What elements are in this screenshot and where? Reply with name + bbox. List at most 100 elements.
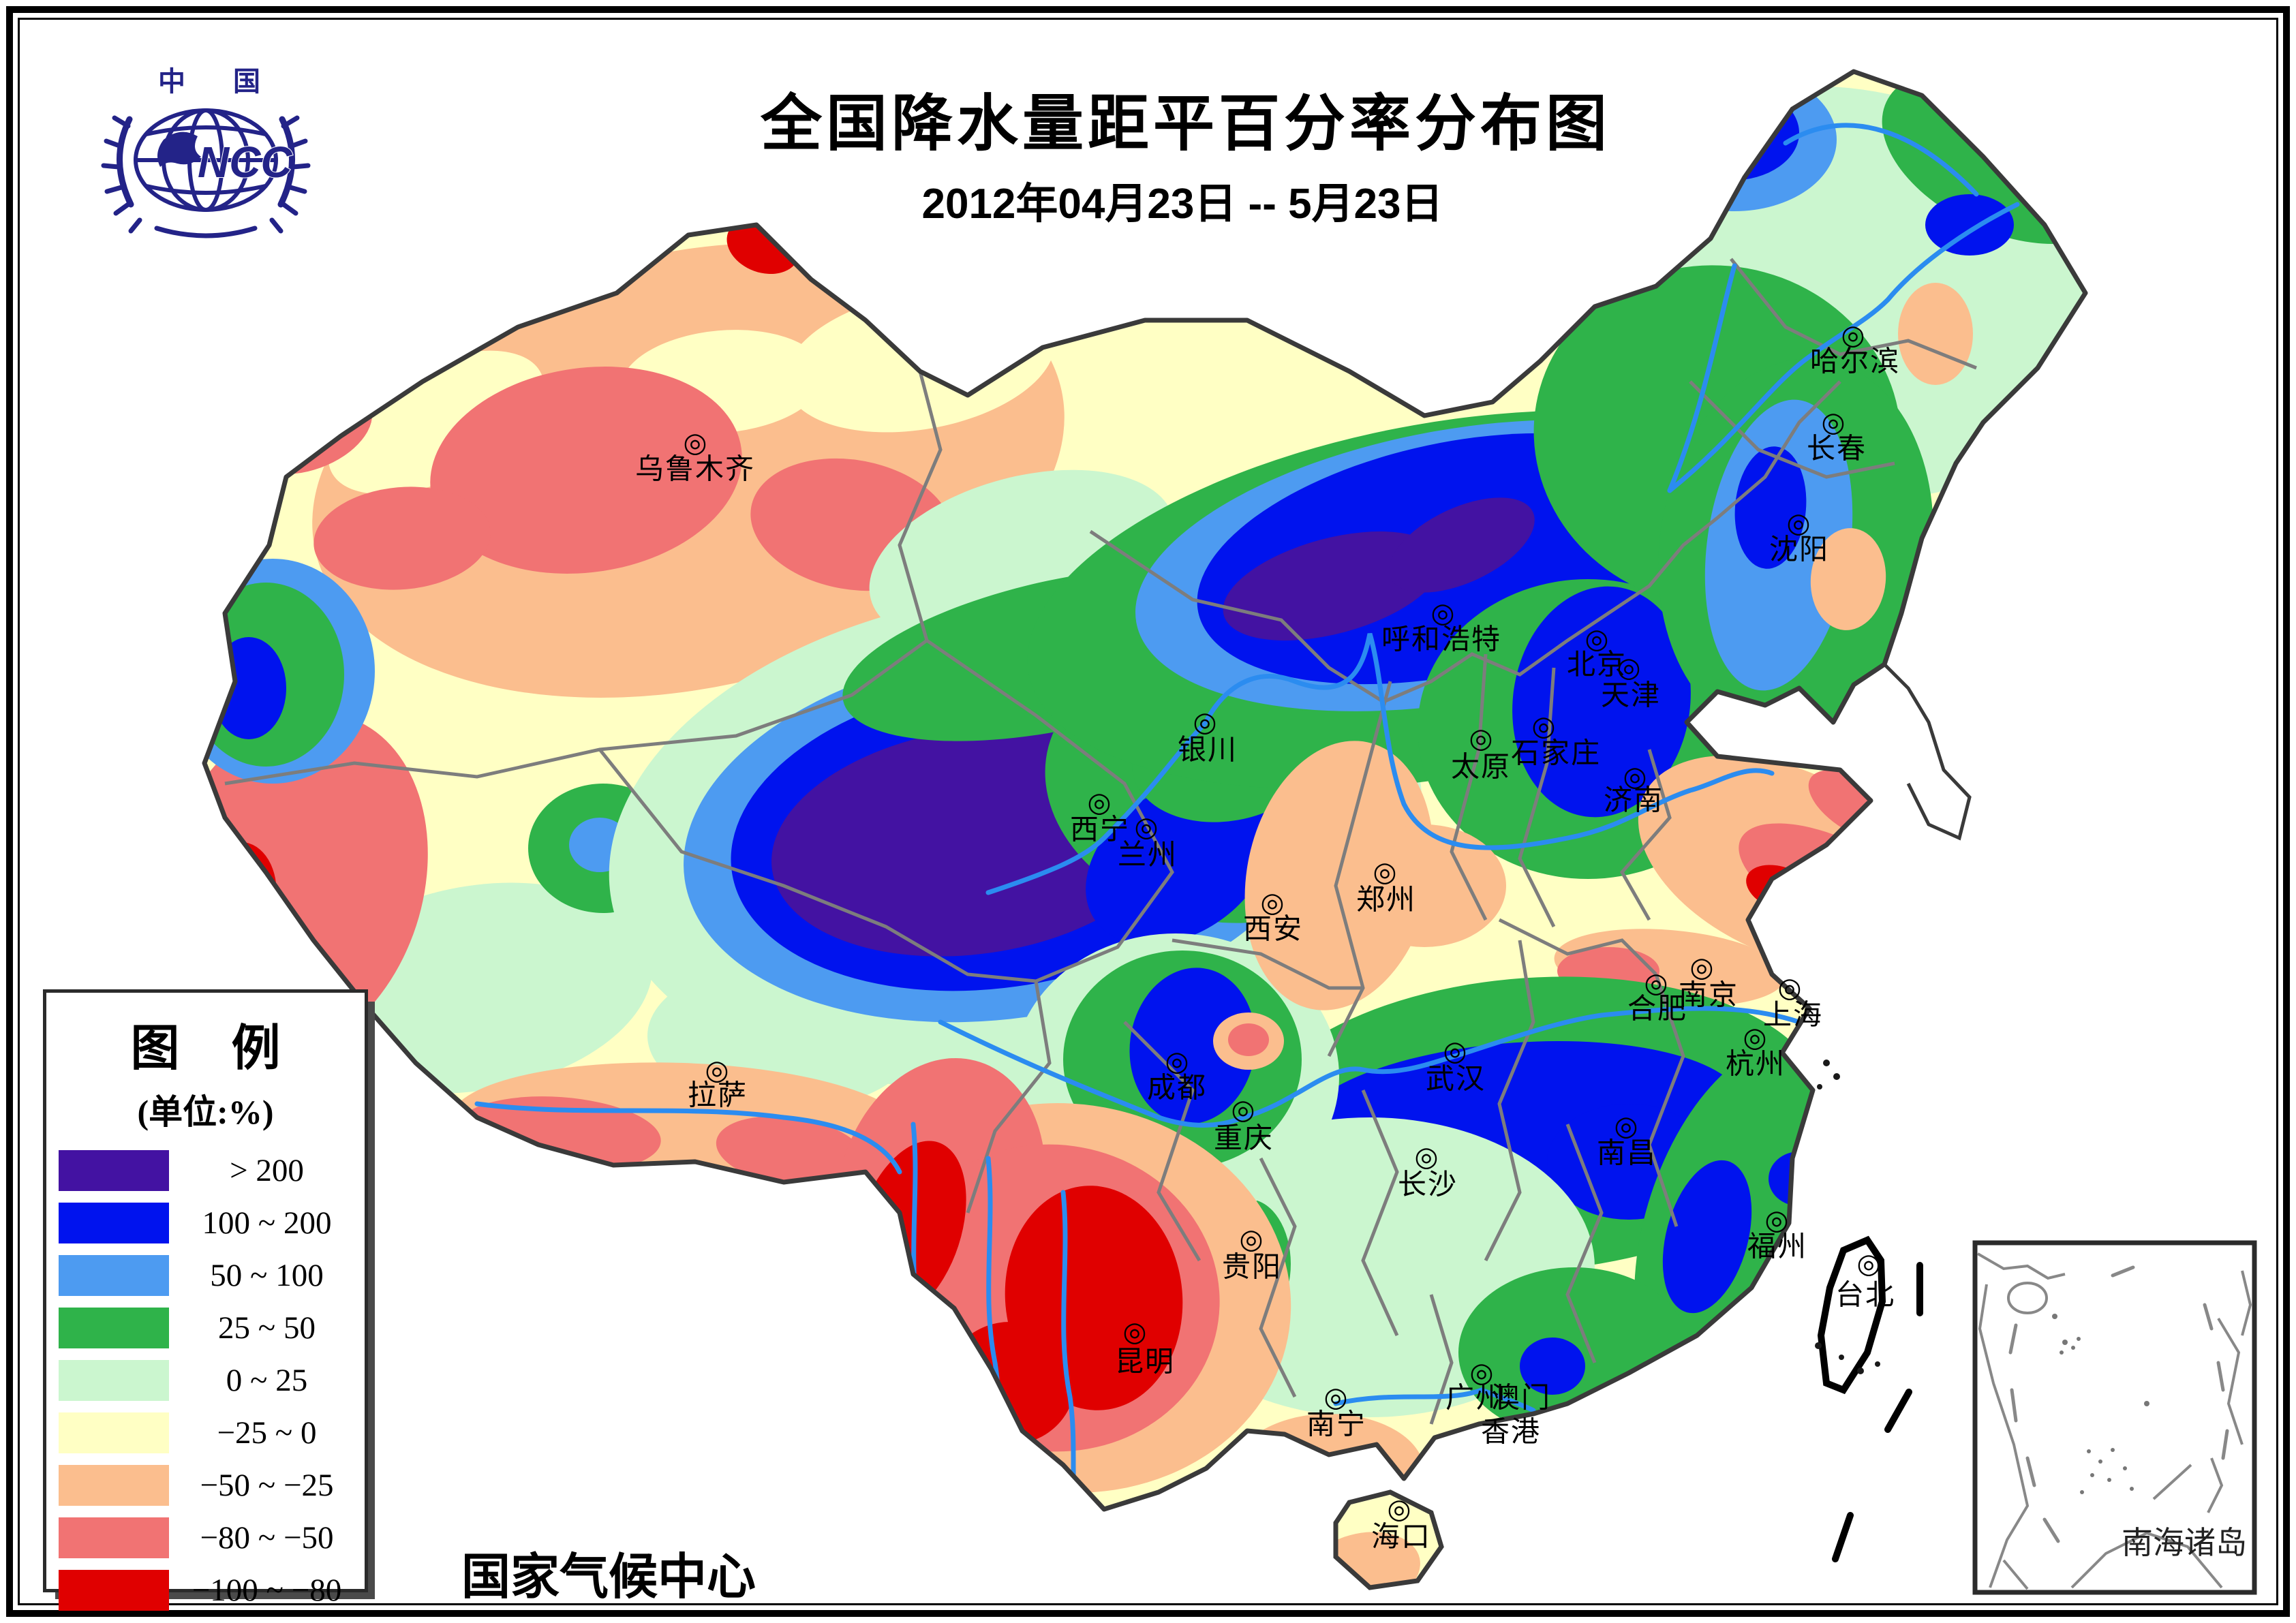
- inset-label: 南海诸岛: [2122, 1526, 2247, 1560]
- city-label: 呼和浩特: [1381, 624, 1502, 656]
- city-marker: ◎: [1786, 508, 1811, 538]
- city-marker: ◎: [1193, 707, 1217, 737]
- city-marker: ◎: [1531, 711, 1556, 741]
- city-label: 海口: [1371, 1521, 1432, 1554]
- city-marker: ◎: [1614, 1111, 1638, 1141]
- legend-swatch: [59, 1308, 169, 1348]
- city-marker: ◎: [1323, 1382, 1348, 1412]
- city-marker: ◎: [1387, 1494, 1411, 1524]
- city-label: 兰州: [1117, 839, 1178, 871]
- legend-range-label: 25 ~ 50: [218, 1310, 316, 1346]
- city-marker: ◎: [1743, 1023, 1767, 1053]
- city-label: 重庆: [1213, 1123, 1274, 1155]
- city-label: 台北: [1835, 1280, 1896, 1312]
- legend-range-label: 0 ~ 25: [226, 1363, 308, 1398]
- province-borders: [224, 258, 1977, 1425]
- date-range: 2012年04月23日 -- 5月23日: [921, 181, 1443, 228]
- city-marker: ◎: [1469, 724, 1493, 754]
- logo-text-left: 中: [158, 67, 185, 97]
- city-label: 上海: [1762, 1000, 1824, 1032]
- city-marker: ◎: [1821, 407, 1846, 437]
- city-marker: ◎: [1430, 598, 1455, 628]
- city-marker: ◎: [1239, 1224, 1264, 1254]
- city-marker: ◎: [1134, 812, 1159, 842]
- legend-item: 50 ~ 100: [46, 1255, 365, 1296]
- city-marker: ◎: [1231, 1095, 1255, 1125]
- legend-item: 0 ~ 25: [46, 1360, 365, 1401]
- city-label: 杭州: [1725, 1049, 1786, 1081]
- offshore-islands: [1815, 1060, 1880, 1374]
- city-label: 长春: [1806, 433, 1867, 465]
- korea-coastline: [1883, 663, 1972, 841]
- hainan-island: [1333, 1489, 1444, 1590]
- logo-continent: [157, 132, 201, 167]
- legend-range-label: 100 ~ 200: [202, 1205, 332, 1241]
- city-label: 太原: [1450, 752, 1512, 784]
- legend-range-label: > 200: [230, 1153, 304, 1188]
- city-marker: ◎: [1617, 653, 1641, 683]
- city-label: 南宁: [1306, 1409, 1367, 1441]
- city-marker: ◎: [1373, 857, 1397, 887]
- city-label: 济南: [1603, 785, 1664, 817]
- legend-swatch: [59, 1360, 169, 1401]
- city-label: 香港: [1480, 1417, 1542, 1449]
- legend-range-label: −50 ~ −25: [200, 1468, 334, 1503]
- city-label: 贵阳: [1221, 1252, 1283, 1284]
- china-border: [202, 69, 2088, 1512]
- logo-wreath-leaves: [101, 115, 311, 238]
- legend-swatch: [59, 1465, 169, 1506]
- city-marker: ◎: [1856, 1249, 1881, 1279]
- city-label: 天津: [1600, 680, 1662, 712]
- city-label: 福州: [1747, 1231, 1808, 1263]
- city-label: 南昌: [1596, 1138, 1657, 1170]
- legend-rows: > 200 100 ~ 200 50 ~ 100 25 ~ 50 0 ~ 25 −25 ~…: [46, 1150, 365, 1611]
- city-label: 昆明: [1114, 1346, 1176, 1378]
- legend-swatch: [59, 1255, 169, 1296]
- legend-range-label: −25 ~ 0: [217, 1415, 317, 1451]
- city-label: 澳门: [1490, 1382, 1552, 1415]
- legend-item: −25 ~ 0: [46, 1412, 365, 1453]
- city-marker: ◎: [1087, 788, 1112, 818]
- city-marker: ◎: [1414, 1142, 1439, 1172]
- city-label: 银川: [1177, 735, 1238, 767]
- legend: 图 例 (单位:%) > 200 100 ~ 200 50 ~ 100 25 ~ 50…: [43, 989, 368, 1611]
- city-marker: ◎: [1165, 1047, 1189, 1077]
- page-title: 全国降水量距平百分率分布图: [761, 90, 1611, 158]
- legend-range-label: 50 ~ 100: [210, 1258, 324, 1293]
- city-label: 长沙: [1397, 1169, 1458, 1201]
- city-label: 沈阳: [1769, 534, 1830, 566]
- city-label: 合肥: [1627, 993, 1688, 1025]
- legend-swatch: [59, 1517, 169, 1558]
- legend-title: 图 例: [130, 1021, 300, 1076]
- city-label: 北京: [1566, 649, 1627, 681]
- city-label: 哈尔滨: [1809, 346, 1901, 378]
- city-marker: ◎: [1841, 320, 1865, 350]
- logo-text-ncc: NCC: [198, 138, 292, 187]
- legend-item: 100 ~ 200: [46, 1203, 365, 1243]
- legend-item: −50 ~ −25: [46, 1465, 365, 1506]
- legend-item: −80 ~ −50: [46, 1517, 365, 1558]
- rivers: [474, 123, 2020, 1509]
- city-marker: ◎: [705, 1055, 729, 1085]
- city-marker: ◎: [1689, 953, 1714, 983]
- source-label: 国家气候中心: [461, 1550, 756, 1605]
- taiwan-island: [1817, 1235, 1886, 1395]
- city-marker: ◎: [1644, 968, 1668, 998]
- boundary-dashes: [1832, 1262, 1923, 1562]
- legend-range-label: −80 ~ −50: [200, 1520, 334, 1556]
- city-label: 广州: [1445, 1382, 1506, 1415]
- city-label: 石家庄: [1510, 738, 1602, 770]
- city-label: 武汉: [1425, 1064, 1486, 1096]
- city-marker: ◎: [1777, 973, 1802, 1003]
- legend-swatch: [59, 1203, 169, 1243]
- city-label: 西安: [1242, 914, 1304, 946]
- legend-item: −100 ~ −80: [46, 1570, 365, 1611]
- legend-unit: (单位:%): [137, 1093, 274, 1131]
- city-label: 拉萨: [687, 1080, 748, 1112]
- city-marker: ◎: [1122, 1317, 1147, 1347]
- city-label: 郑州: [1356, 884, 1417, 916]
- city-label: 成都: [1146, 1072, 1208, 1104]
- ncc-logo: 中 国 NCC: [101, 67, 311, 238]
- city-marker: ◎: [1260, 888, 1285, 918]
